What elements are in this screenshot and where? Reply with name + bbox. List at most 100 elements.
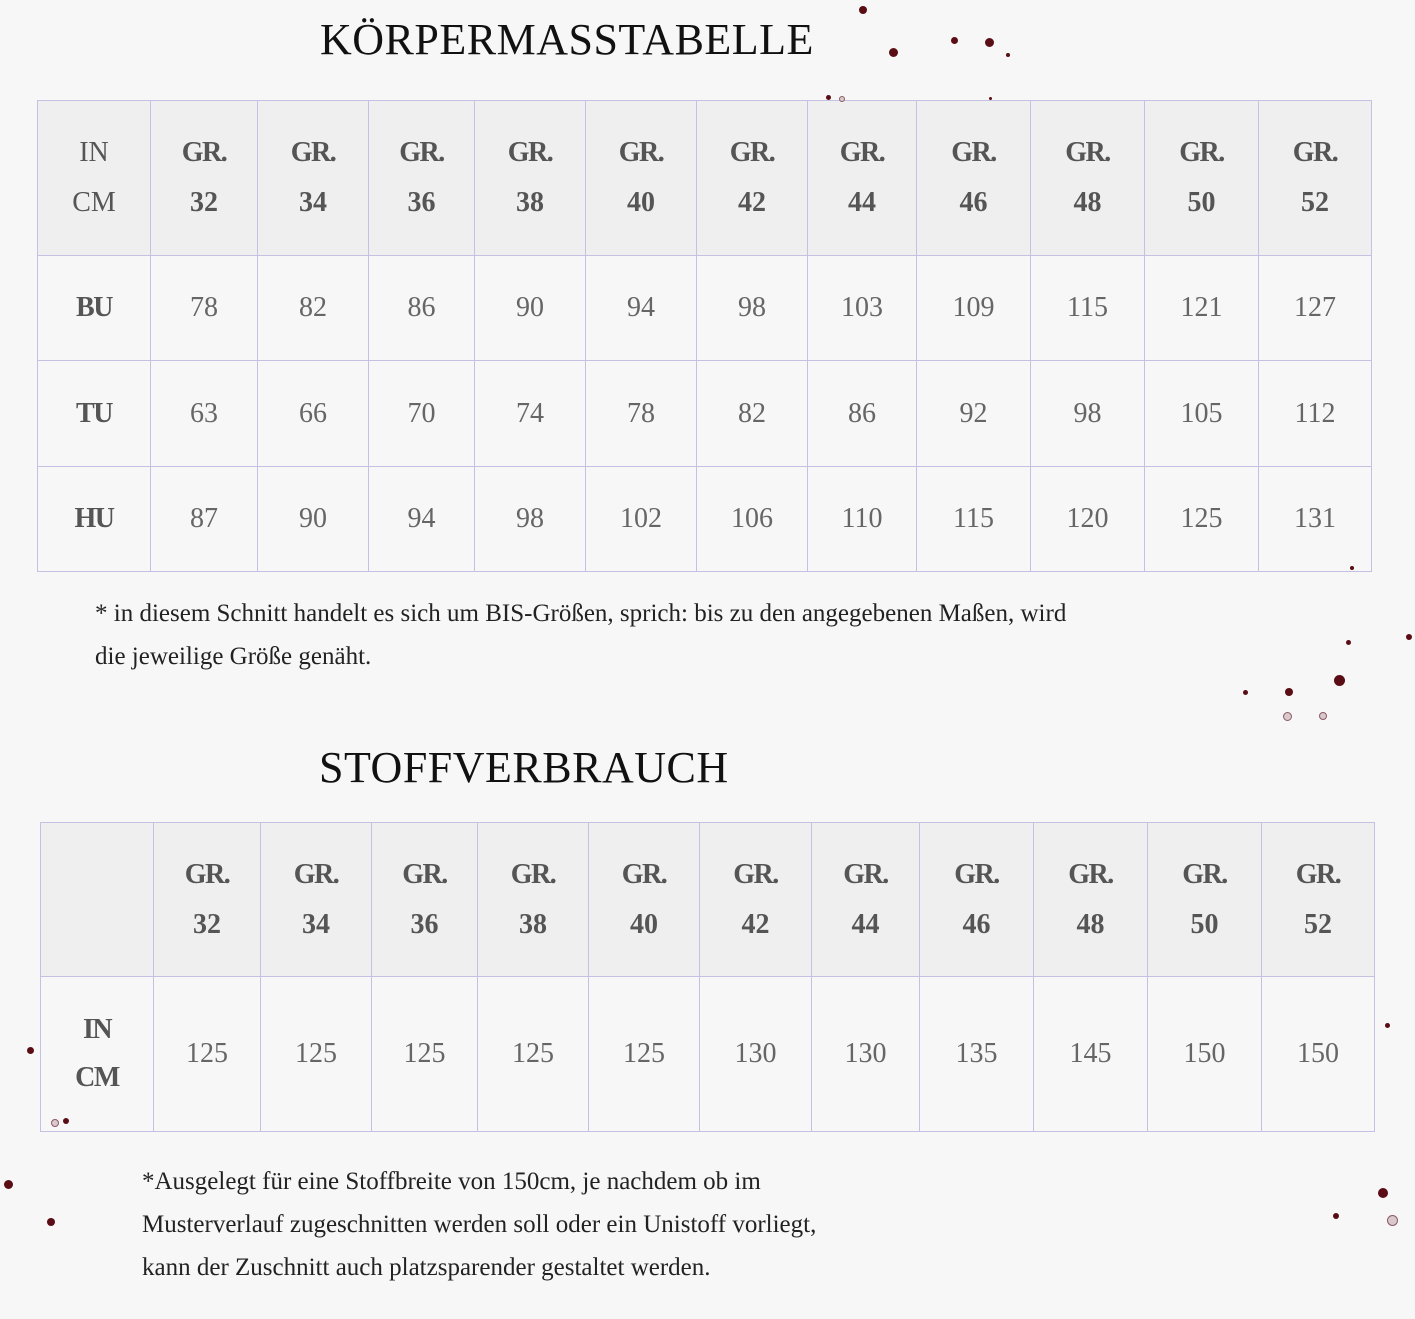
size-header: GR. 44	[811, 822, 920, 977]
unit-header: IN CM	[37, 100, 151, 256]
fabric-cell: 150	[1147, 976, 1262, 1132]
row-label-in: IN	[82, 1014, 113, 1045]
ink-dot	[1285, 688, 1293, 696]
size-value: 38	[519, 908, 547, 940]
measurement-cell: 110	[807, 466, 917, 572]
ink-dot	[1384, 1022, 1390, 1028]
measurement-cell: 115	[1030, 255, 1145, 361]
size-prefix: GR.	[839, 137, 886, 168]
ink-dot	[1406, 634, 1412, 640]
size-value: 32	[193, 908, 221, 940]
ink-dot	[1378, 1188, 1388, 1198]
row-label-in-cm: IN CM	[40, 976, 154, 1132]
ink-dot	[1242, 689, 1248, 695]
size-header: GR. 48	[1030, 100, 1145, 256]
note-line: * in diesem Schnitt handelt es sich um B…	[95, 600, 1067, 627]
fabric-cell: 145	[1033, 976, 1148, 1132]
size-header: GR. 44	[807, 100, 917, 256]
size-header: GR. 42	[696, 100, 808, 256]
ink-dot	[1319, 712, 1327, 720]
measurement-cell: 112	[1258, 360, 1372, 467]
measurement-cell: 115	[916, 466, 1031, 572]
size-prefix: GR.	[402, 858, 448, 890]
unit-cm: CM	[72, 187, 116, 218]
ink-dot	[984, 37, 994, 47]
fabric-cell: 125	[588, 976, 700, 1132]
size-value: 36	[410, 908, 439, 940]
size-prefix: GR.	[733, 858, 779, 890]
size-value: 50	[1190, 908, 1219, 940]
ink-dot	[1333, 674, 1345, 686]
fabric-cell: 125	[371, 976, 478, 1132]
size-value: 52	[1304, 908, 1332, 940]
size-prefix: GR.	[399, 137, 445, 168]
size-header: GR. 40	[585, 100, 697, 256]
ink-dot	[1282, 711, 1292, 721]
size-prefix: GR.	[618, 137, 665, 168]
size-header: GR. 34	[257, 100, 369, 256]
measurement-cell: 90	[257, 466, 369, 572]
size-prefix: GR.	[1068, 858, 1114, 890]
size-value: 48	[1076, 908, 1105, 940]
body-table-title: KÖRPERMASSTABELLE	[320, 15, 814, 64]
size-prefix: GR.	[1179, 137, 1225, 168]
ink-dot	[51, 1119, 59, 1127]
size-prefix: GR.	[954, 858, 1000, 890]
measurement-cell: 66	[257, 360, 369, 467]
size-prefix: GR.	[1292, 137, 1339, 168]
ink-dot	[63, 1118, 69, 1124]
measurement-cell: 103	[807, 255, 917, 361]
measurement-cell: 98	[474, 466, 586, 572]
size-header: GR. 34	[260, 822, 372, 977]
ink-dot	[1006, 53, 1010, 57]
ink-dot	[26, 1046, 34, 1054]
size-value: 32	[190, 187, 218, 218]
size-prefix: GR.	[293, 858, 340, 890]
row-label: TU	[37, 360, 151, 467]
size-prefix: GR.	[510, 858, 557, 890]
size-value: 52	[1301, 187, 1329, 218]
size-value: 42	[741, 908, 770, 940]
fabric-cell: 135	[919, 976, 1034, 1132]
row-label: BU	[37, 255, 151, 361]
size-header: GR. 32	[153, 822, 261, 977]
size-prefix: GR.	[1065, 137, 1111, 168]
ink-dot	[3, 1179, 13, 1189]
measurement-cell: 127	[1258, 255, 1372, 361]
size-prefix: GR.	[1182, 858, 1228, 890]
fabric-consumption-table: GR. 32 GR. 34 GR. 36 GR. 38 GR. 40 GR. 42 GR. 44 GR. 46…	[40, 822, 1375, 1132]
fabric-cell: 130	[699, 976, 812, 1132]
measurement-cell: 105	[1144, 360, 1259, 467]
measurement-cell: 92	[916, 360, 1031, 467]
size-value: 46	[959, 187, 988, 218]
size-prefix: GR.	[290, 137, 337, 168]
ink-dot	[1350, 566, 1354, 570]
size-header: GR. 52	[1261, 822, 1375, 977]
measurement-cell: 109	[916, 255, 1031, 361]
measurement-cell: 121	[1144, 255, 1259, 361]
ink-dot	[1386, 1214, 1398, 1226]
ink-dot	[47, 1218, 55, 1226]
note-line: kann der Zuschnitt auch platzsparender g…	[142, 1254, 711, 1281]
ink-dot	[825, 94, 831, 100]
measurement-cell: 94	[585, 255, 697, 361]
measurement-cell: 63	[150, 360, 258, 467]
measurement-cell: 70	[368, 360, 475, 467]
ink-dot	[1345, 639, 1351, 645]
size-value: 34	[299, 187, 327, 218]
measurement-cell: 90	[474, 255, 586, 361]
size-value: 44	[848, 187, 876, 218]
measurement-cell: 106	[696, 466, 808, 572]
size-value: 44	[851, 908, 880, 940]
size-header: GR. 36	[368, 100, 475, 256]
measurement-cell: 131	[1258, 466, 1372, 572]
size-prefix: GR.	[507, 137, 554, 168]
size-header: GR. 50	[1147, 822, 1262, 977]
note-line: *Ausgelegt für eine Stoffbreite von 150c…	[142, 1168, 761, 1195]
note-line: die jeweilige Größe genäht.	[95, 643, 372, 670]
size-header: GR. 40	[588, 822, 700, 977]
measurement-cell: 78	[585, 360, 697, 467]
fabric-cell: 125	[260, 976, 372, 1132]
ink-dot	[1333, 1213, 1339, 1219]
size-value: 42	[738, 187, 766, 218]
